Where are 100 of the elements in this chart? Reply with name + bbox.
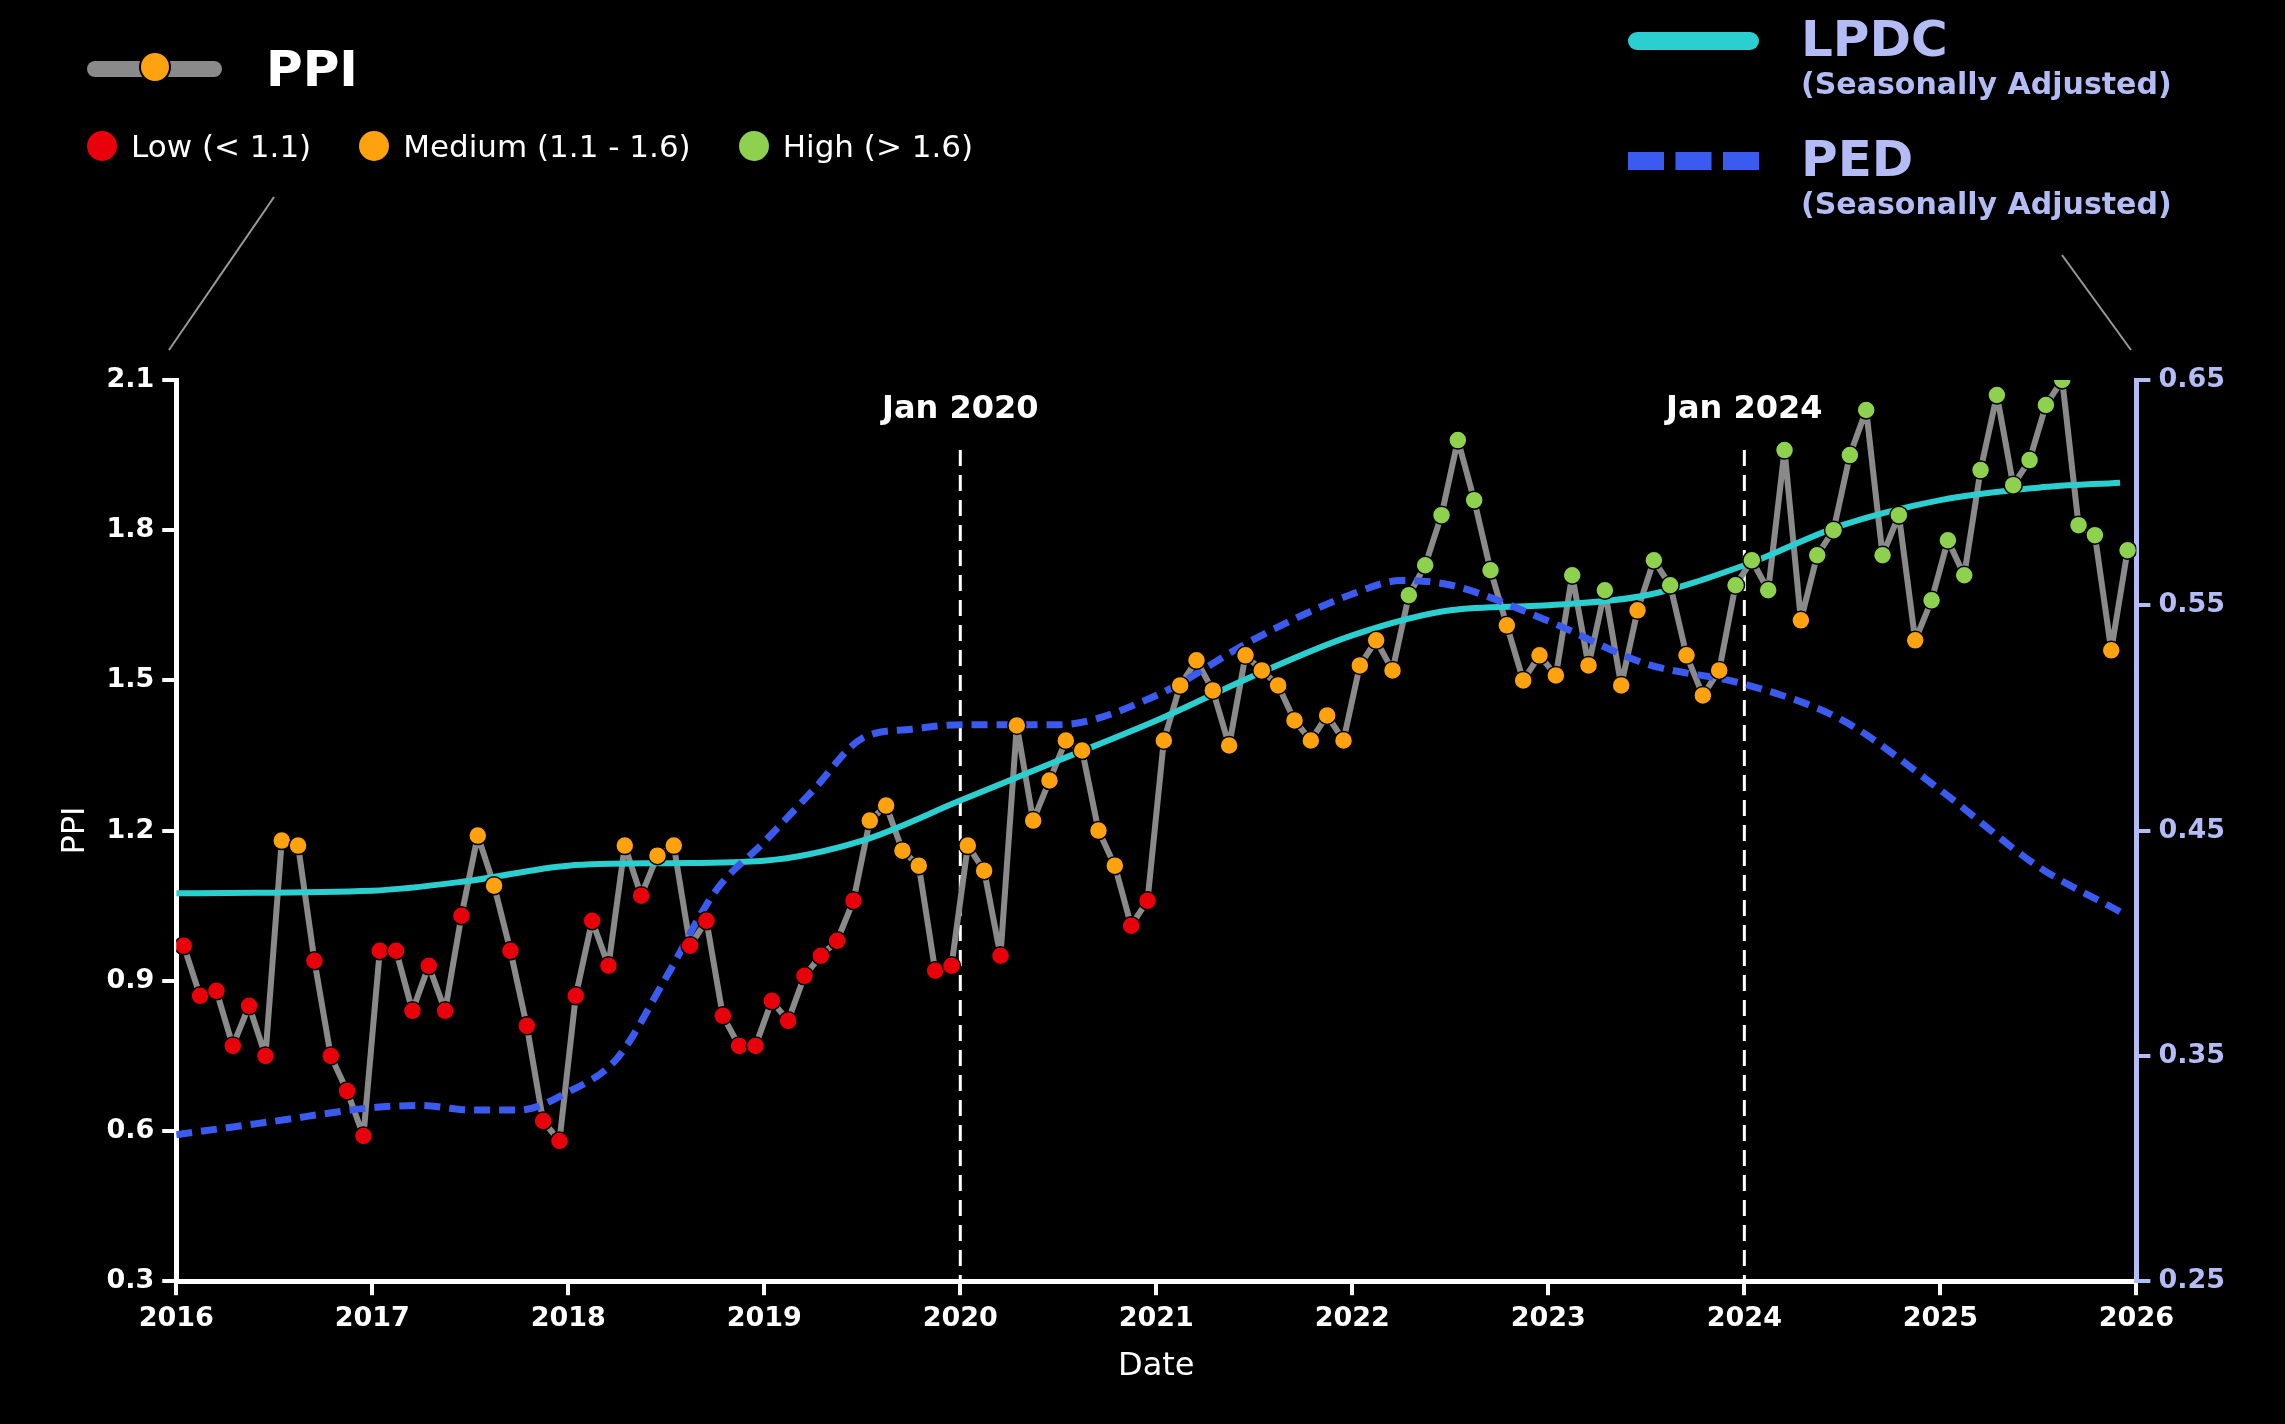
- point: [1546, 665, 1566, 686]
- point: [1039, 770, 1060, 791]
- point: [876, 795, 896, 816]
- point: [1317, 705, 1337, 726]
- point: [1415, 555, 1435, 575]
- x-tick-label: 2020: [922, 1301, 998, 1333]
- point: [1660, 575, 1680, 596]
- point: [1970, 460, 1991, 480]
- legend-label: PPI: [266, 40, 358, 98]
- point: [811, 946, 831, 966]
- point: [1921, 590, 1942, 611]
- point: [1268, 675, 1288, 696]
- ref-line-label: Jan 2024: [1664, 388, 1823, 427]
- point: [1301, 730, 1321, 751]
- point: [1823, 520, 1844, 540]
- x-tick-label: 2025: [1902, 1301, 1978, 1333]
- point: [1137, 890, 1158, 911]
- point: [1987, 385, 2007, 405]
- point: [615, 835, 635, 856]
- x-tick-label: 2022: [1314, 1301, 1390, 1333]
- point: [353, 1126, 374, 1146]
- point: [925, 961, 945, 981]
- point: [402, 1001, 423, 1021]
- point: [223, 1036, 243, 1056]
- point: [451, 905, 472, 926]
- point: [1856, 400, 1876, 420]
- point: [1872, 545, 1893, 565]
- point: [370, 941, 390, 961]
- point: [745, 1036, 766, 1056]
- point: [1284, 710, 1305, 731]
- point: [255, 1046, 276, 1066]
- point: [2003, 475, 2023, 495]
- point: [2101, 640, 2121, 661]
- point: [582, 910, 602, 931]
- point: [1742, 550, 1762, 570]
- x-tick-label: 2021: [1118, 1301, 1194, 1333]
- y-tick-label: 2.1: [106, 362, 155, 394]
- point: [484, 875, 504, 896]
- point: [500, 941, 521, 961]
- point: [974, 860, 994, 881]
- point: [176, 936, 194, 956]
- point: [2117, 540, 2137, 560]
- y-tick-label: 0.6: [106, 1113, 155, 1145]
- point: [1725, 575, 1746, 596]
- point: [794, 966, 815, 986]
- point: [631, 885, 651, 906]
- x-tick-label: 2018: [530, 1301, 606, 1333]
- x-tick-label: 2017: [334, 1301, 410, 1333]
- point: [1399, 585, 1419, 606]
- point: [827, 931, 847, 951]
- point: [468, 825, 488, 846]
- point: [2068, 515, 2089, 535]
- point: [778, 1011, 798, 1031]
- y2-tick-label: 0.25: [2158, 1263, 2226, 1295]
- point: [1791, 610, 1811, 631]
- point: [1203, 680, 1223, 701]
- point: [598, 956, 619, 976]
- point: [1121, 915, 1141, 936]
- point: [1578, 655, 1599, 676]
- point: [762, 991, 782, 1011]
- point: [1186, 650, 1207, 671]
- y2-tick-label: 0.65: [2158, 362, 2226, 394]
- point: [1889, 505, 1909, 525]
- point: [206, 981, 227, 1001]
- point: [1693, 685, 1713, 706]
- point: [2019, 450, 2040, 470]
- x-tick-label: 2019: [726, 1301, 802, 1333]
- point: [1382, 660, 1403, 681]
- point: [321, 1046, 341, 1066]
- ref-line-label: Jan 2020: [880, 388, 1039, 427]
- point: [1252, 660, 1272, 681]
- point: [892, 840, 913, 861]
- point: [1219, 735, 1239, 756]
- x-tick-label: 2023: [1510, 1301, 1586, 1333]
- x-tick-label: 2024: [1706, 1301, 1782, 1333]
- point: [1644, 550, 1664, 570]
- point: [990, 946, 1011, 966]
- point: [1905, 630, 1925, 651]
- point: [1105, 855, 1125, 876]
- point: [1056, 730, 1076, 751]
- legend-label: Medium (1.1 - 1.6): [403, 128, 691, 164]
- point: [239, 996, 259, 1016]
- point: [337, 1081, 357, 1101]
- point: [1676, 645, 1697, 666]
- point: [729, 1036, 749, 1056]
- legend-label: LPDC (Seasonally Adjusted): [1801, 10, 2172, 102]
- point: [1774, 440, 1795, 460]
- point: [696, 910, 717, 931]
- point: [419, 956, 439, 976]
- point: [1513, 670, 1533, 691]
- point: [1350, 655, 1370, 676]
- point: [1366, 630, 1386, 651]
- point: [1938, 530, 1958, 550]
- point: [647, 845, 668, 866]
- point: [1807, 545, 1827, 565]
- point: [1709, 660, 1729, 681]
- y-tick-label: 1.2: [106, 812, 155, 844]
- x-tick-label: 2016: [138, 1301, 214, 1333]
- point: [1627, 600, 1648, 621]
- point: [1333, 730, 1354, 751]
